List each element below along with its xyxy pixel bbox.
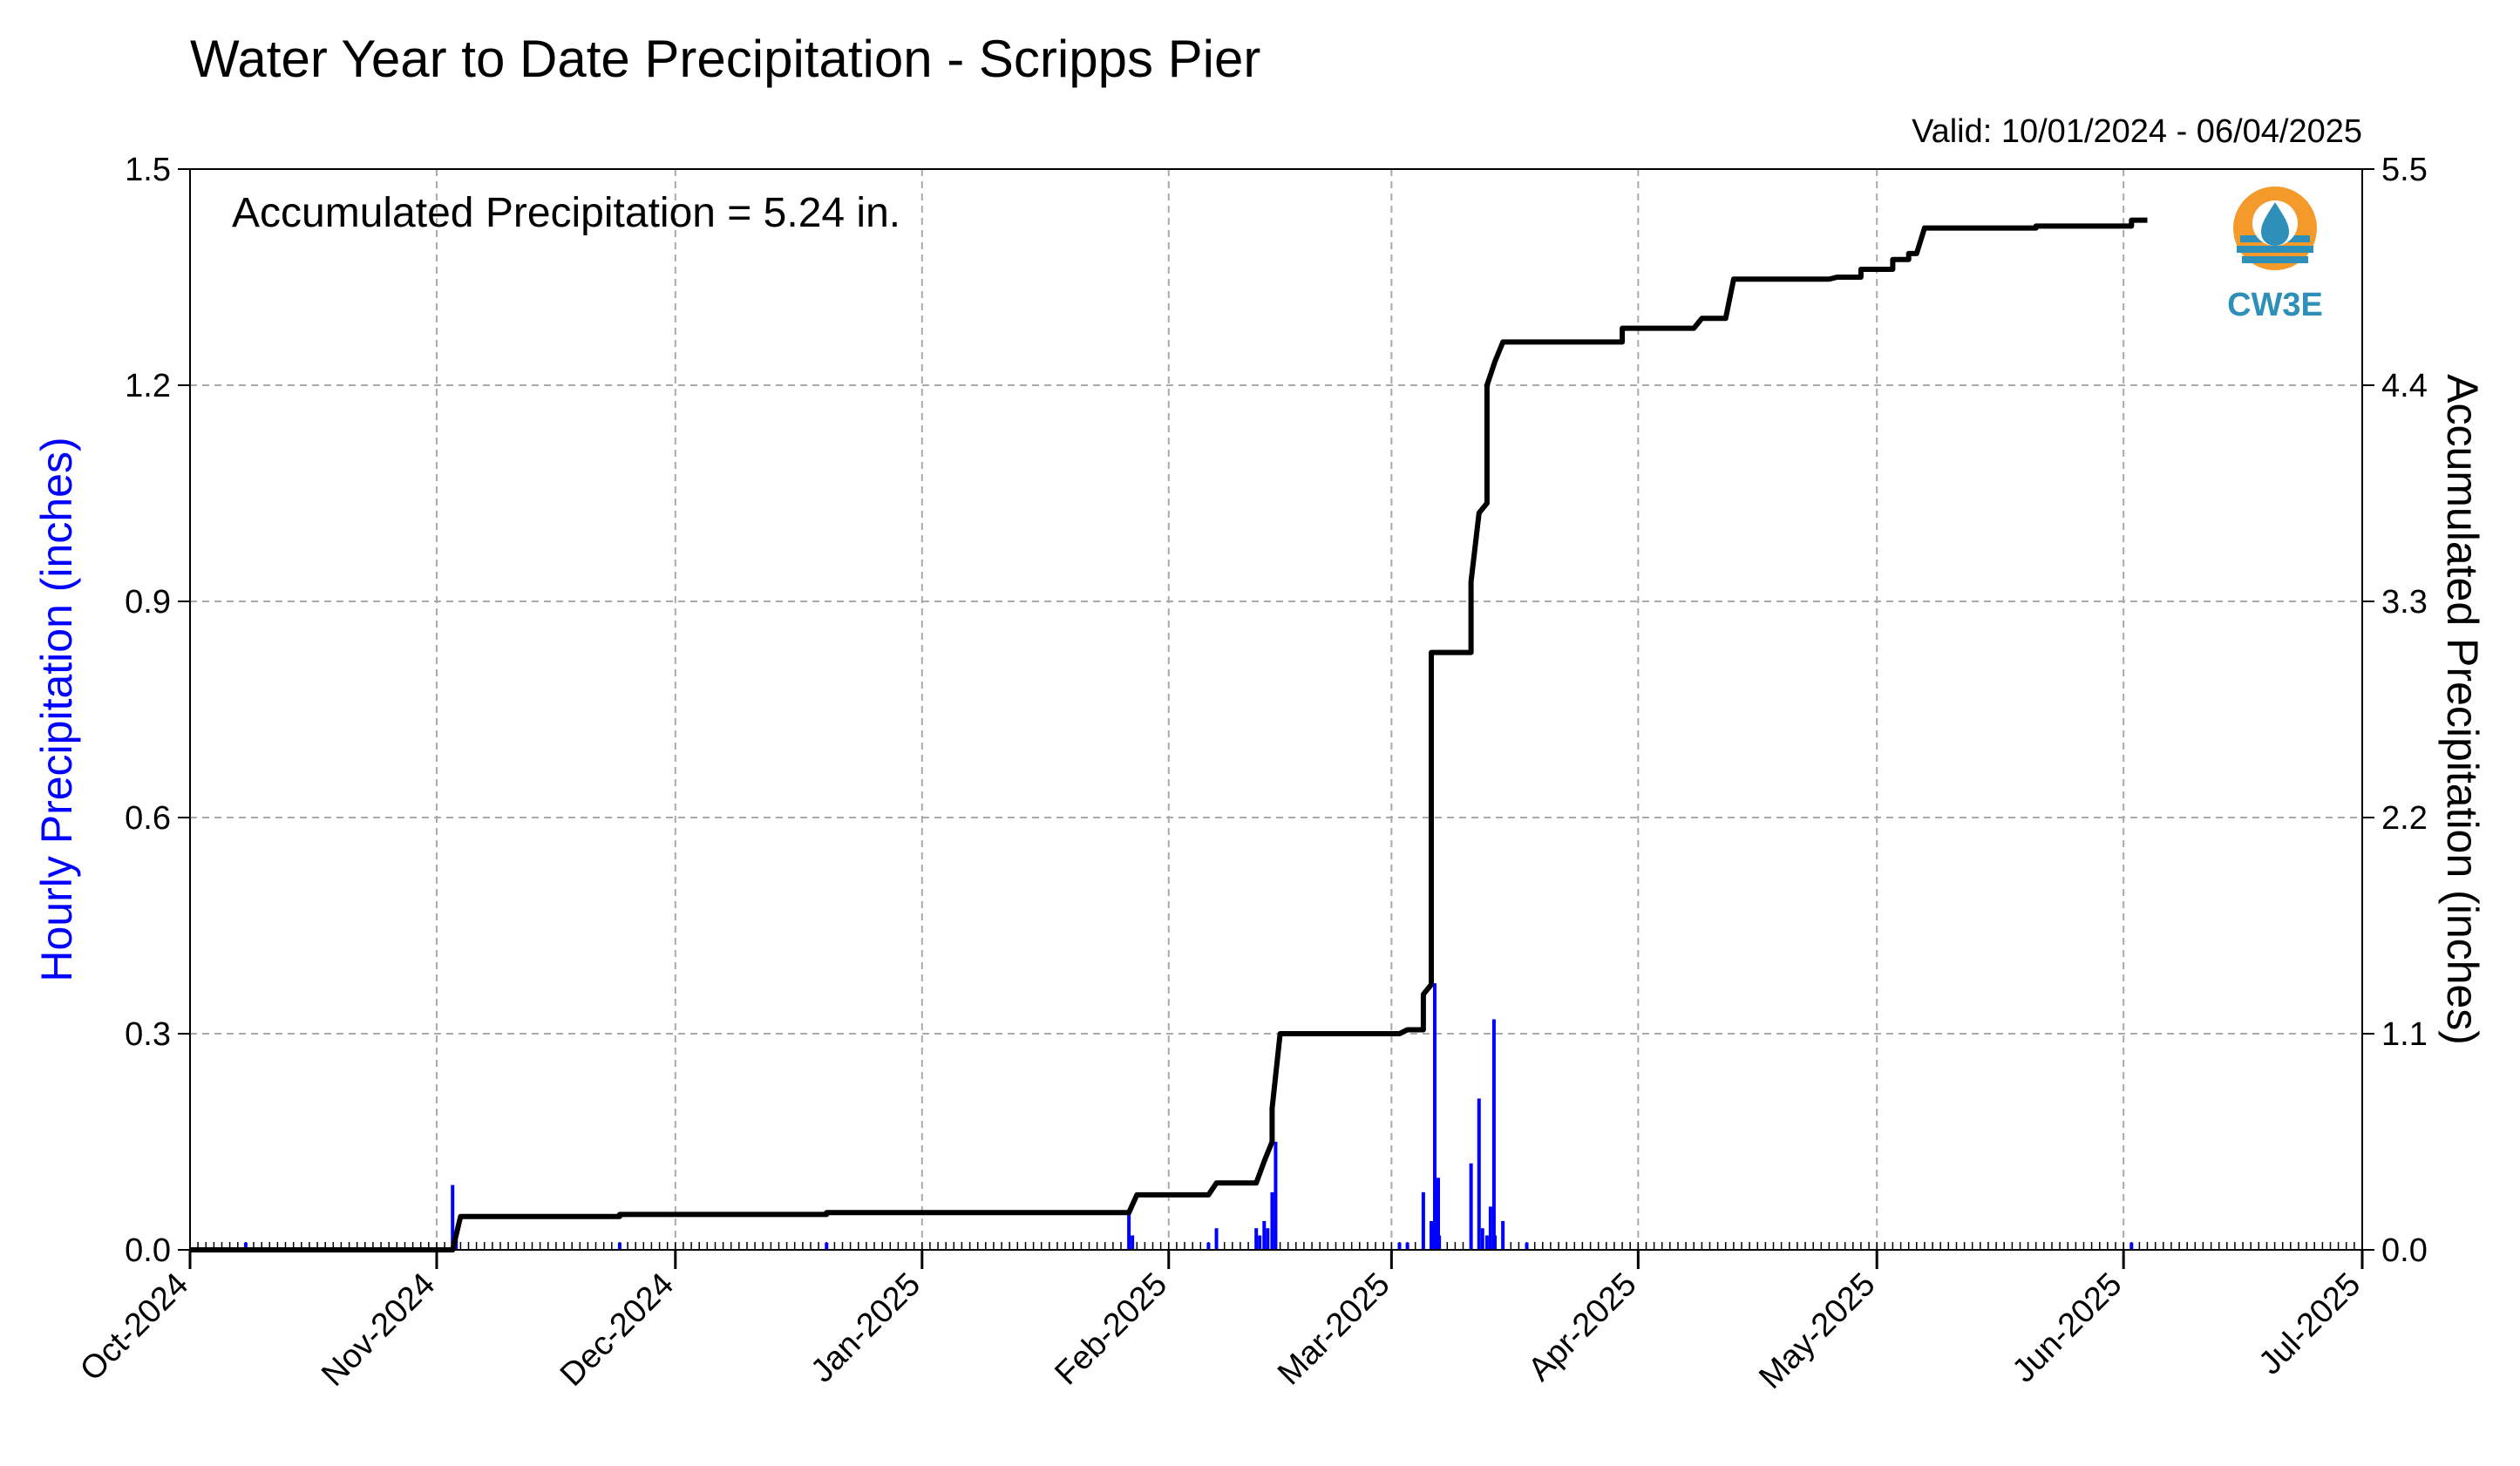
- right-tick-label: 2.2: [2381, 800, 2428, 837]
- left-axis-title: Hourly Precipitation (inches): [32, 437, 81, 981]
- left-tick-label: 0.9: [125, 584, 171, 621]
- hourly-bar: [1397, 1242, 1402, 1250]
- left-tick-label: 0.6: [125, 800, 171, 837]
- hourly-bar: [1477, 1098, 1481, 1250]
- accumulated-line: [190, 217, 2148, 1252]
- x-tick-label: Dec-2024: [554, 1266, 681, 1394]
- x-tick-label: Apr-2025: [1521, 1266, 1643, 1388]
- left-tick-label: 0.3: [125, 1016, 171, 1053]
- hourly-bar: [1421, 1191, 1425, 1250]
- hourly-bar: [617, 1242, 622, 1250]
- x-axis: Oct-2024 Nov-2024 Dec-2024 Jan-2025 Feb-2025…: [73, 1250, 2367, 1396]
- hourly-bar: [1469, 1163, 1473, 1250]
- x-tick-label: May-2025: [1752, 1266, 1882, 1396]
- hourly-bar: [1270, 1191, 1274, 1250]
- right-tick-label: 3.3: [2381, 584, 2428, 621]
- accumulated-precipitation-line: [190, 217, 2148, 1252]
- hourly-bar: [1430, 1220, 1433, 1250]
- hourly-bar: [1480, 1228, 1484, 1250]
- hourly-bar: [1405, 1242, 1409, 1250]
- left-tick-label: 1.2: [125, 368, 171, 404]
- hourly-bar: [2129, 1242, 2134, 1250]
- cw3e-logo: CW3E: [2227, 187, 2323, 323]
- hourly-bar: [1262, 1220, 1267, 1250]
- x-tick-label: Jun-2025: [2006, 1266, 2129, 1390]
- x-tick-label: Jan-2025: [804, 1266, 927, 1390]
- right-axis: 0.0 1.1 2.2 3.3 4.4 5.5: [2362, 152, 2428, 1269]
- hourly-bar: [1491, 1019, 1496, 1250]
- right-tick-label: 0.0: [2381, 1232, 2428, 1269]
- hourly-bar: [1501, 1220, 1505, 1250]
- hourly-bar: [1433, 983, 1437, 1250]
- hourly-bar: [1206, 1242, 1211, 1250]
- hourly-bar: [1493, 1235, 1498, 1250]
- hourly-bar: [1274, 1142, 1278, 1250]
- right-tick-label: 4.4: [2381, 368, 2428, 404]
- hourly-bar: [1488, 1206, 1492, 1250]
- hourly-bar: [1266, 1228, 1270, 1250]
- hourly-bar: [243, 1242, 248, 1250]
- hourly-bar: [1127, 1213, 1131, 1250]
- grid-lines: [190, 169, 2362, 1250]
- hourly-bar: [1484, 1235, 1489, 1250]
- hourly-bar: [1525, 1242, 1529, 1250]
- x-tick-label: Oct-2024: [73, 1266, 195, 1388]
- hourly-bar: [825, 1242, 829, 1250]
- hourly-bar: [1437, 1235, 1442, 1250]
- hourly-bar: [1254, 1228, 1259, 1250]
- hourly-bar: [1437, 1178, 1440, 1250]
- hourly-precipitation-bars: [243, 983, 2134, 1250]
- hourly-bar: [1258, 1235, 1262, 1250]
- plot-frame: [189, 168, 2363, 1251]
- right-tick-label: 1.1: [2381, 1016, 2428, 1053]
- hourly-bar: [451, 1184, 455, 1250]
- x-tick-label: Feb-2025: [1048, 1266, 1174, 1393]
- hourly-bar: [1131, 1235, 1135, 1250]
- left-axis: 0.0 0.3 0.6 0.9 1.2 1.5: [125, 152, 190, 1269]
- x-tick-label: Nov-2024: [315, 1266, 442, 1394]
- valid-date-range: Valid: 10/01/2024 - 06/04/2025: [1912, 113, 2362, 150]
- left-tick-label: 1.5: [125, 152, 171, 188]
- x-tick-label: Mar-2025: [1271, 1266, 1397, 1393]
- logo-text: CW3E: [2227, 287, 2323, 323]
- accumulated-annotation: Accumulated Precipitation = 5.24 in.: [232, 190, 900, 236]
- right-tick-label: 5.5: [2381, 152, 2428, 188]
- left-tick-label: 0.0: [125, 1232, 171, 1269]
- hourly-bar: [1214, 1228, 1219, 1250]
- x-tick-label: Jul-2025: [2252, 1266, 2368, 1382]
- chart-title: Water Year to Date Precipitation - Scrip…: [190, 30, 1260, 88]
- right-axis-title: Accumulated Precipitation (inches): [2438, 374, 2487, 1045]
